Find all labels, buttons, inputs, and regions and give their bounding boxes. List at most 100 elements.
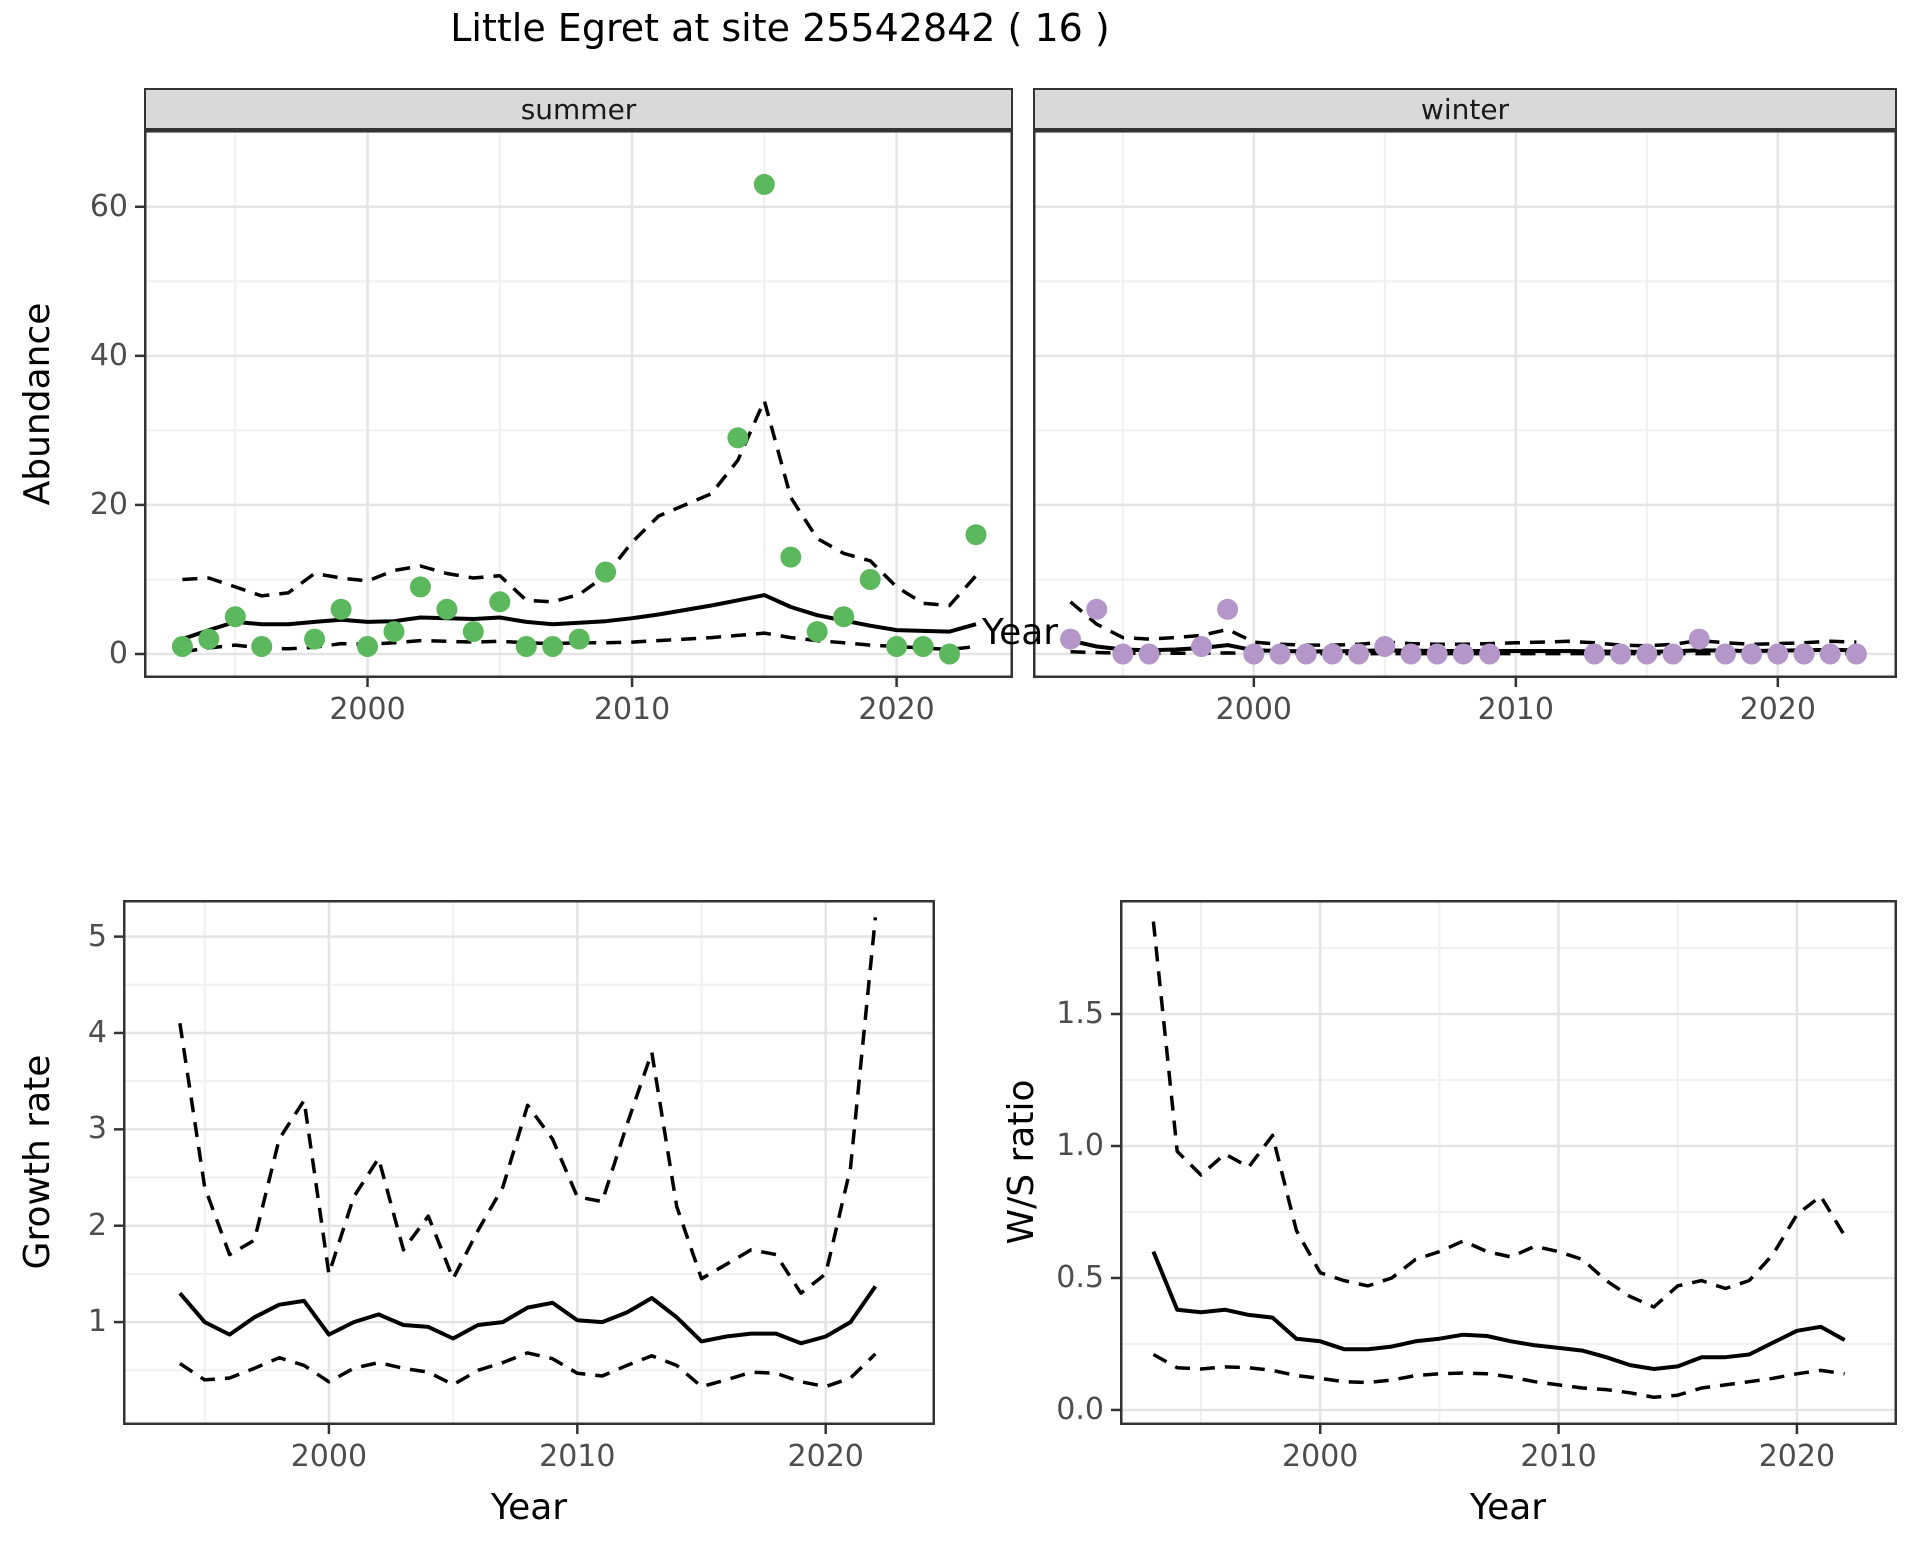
y-tick-label: 1.0 — [1056, 1128, 1104, 1163]
panel-background — [144, 130, 1013, 678]
x-tick-label: 2010 — [1520, 1439, 1597, 1474]
upper-ci-line — [178, 917, 878, 1295]
data-point — [886, 636, 908, 657]
growth-rate-panel — [114, 900, 935, 1434]
data-point — [1767, 643, 1789, 665]
facet-strip-summer-label: summer — [520, 92, 637, 126]
data-point — [330, 598, 352, 620]
data-point — [780, 546, 802, 568]
median-line — [1151, 1250, 1846, 1371]
data-point — [1819, 643, 1841, 665]
data-point — [1112, 643, 1134, 665]
data-point — [1243, 643, 1265, 665]
x-tick-label: 2020 — [1739, 692, 1816, 727]
lower-ci-line — [1152, 1352, 1845, 1400]
y-tick-label: 0 — [108, 635, 128, 671]
data-point — [462, 621, 484, 643]
y-tick-label: 40 — [89, 337, 128, 373]
y-tick-label: 60 — [89, 188, 128, 224]
x-tick-label: 2010 — [1477, 692, 1554, 727]
data-point — [1714, 643, 1736, 665]
data-point — [1217, 598, 1239, 620]
data-point — [1295, 643, 1317, 665]
y-tick-label: 20 — [89, 486, 128, 522]
data-point — [489, 591, 511, 613]
panel-background — [1033, 130, 1897, 678]
y-tick-label: 2 — [87, 1207, 107, 1243]
data-point — [1060, 628, 1081, 650]
data-point — [727, 427, 749, 449]
data-point — [1321, 643, 1343, 665]
abundance-summer-panel — [135, 130, 1013, 687]
data-point — [251, 636, 273, 657]
panel-background — [1120, 900, 1897, 1425]
upper-ci-line — [1151, 921, 1847, 1309]
data-point — [1426, 643, 1448, 665]
data-point — [1086, 598, 1108, 620]
data-point — [833, 606, 855, 628]
x-tick-label: 2000 — [1282, 1439, 1359, 1474]
data-point — [198, 628, 220, 650]
data-point — [1191, 636, 1212, 657]
data-point — [1374, 636, 1396, 657]
panel-background — [123, 900, 935, 1425]
data-point — [1845, 643, 1867, 665]
data-point — [859, 569, 881, 590]
data-point — [1348, 643, 1370, 665]
year-axis-title-growth: Year — [490, 1487, 568, 1528]
data-point — [542, 636, 564, 657]
data-point — [1636, 643, 1658, 665]
data-point — [1793, 643, 1815, 665]
x-tick-label: 2020 — [1758, 1439, 1836, 1474]
x-tick-label: 2020 — [787, 1439, 864, 1474]
data-point — [806, 621, 828, 643]
data-point — [753, 173, 775, 195]
facet-strip-winter: winter — [1033, 88, 1897, 130]
data-point — [1688, 628, 1710, 650]
lower-ci-line — [178, 1351, 877, 1389]
data-point — [595, 561, 617, 583]
data-point — [304, 628, 326, 650]
y-tick-label: 4 — [87, 1014, 107, 1050]
y-tick-label: 0.5 — [1056, 1259, 1104, 1295]
data-point — [1479, 643, 1501, 665]
data-point — [171, 636, 193, 657]
data-point — [1400, 643, 1422, 665]
x-tick-label: 2010 — [539, 1439, 616, 1474]
data-point — [568, 628, 590, 650]
y-tick-label: 1.5 — [1056, 996, 1104, 1032]
panel-border — [1033, 130, 1897, 678]
y-tick-label: 1 — [87, 1304, 107, 1340]
panel-border — [123, 900, 935, 1425]
x-tick-label: 2000 — [329, 692, 406, 727]
facet-strip-winter-label: winter — [1420, 92, 1510, 126]
data-point — [436, 598, 458, 620]
ws-ratio-panel — [1111, 900, 1897, 1434]
x-tick-label: 2010 — [593, 692, 671, 727]
data-point — [912, 636, 934, 657]
x-tick-label: 2000 — [290, 1439, 368, 1474]
y-tick-label: 5 — [87, 918, 107, 954]
x-tick-label: 2020 — [858, 692, 935, 727]
upper-ci-line — [182, 398, 978, 608]
data-point — [1741, 643, 1763, 665]
data-point — [357, 636, 378, 657]
facet-strip-summer: summer — [144, 88, 1013, 130]
abundance-axis-title: Abundance — [17, 302, 58, 506]
year-axis-title-top: Year — [981, 612, 1059, 653]
data-point — [383, 621, 405, 643]
year-axis-title-ws: Year — [1469, 1487, 1547, 1528]
data-point — [1452, 643, 1474, 665]
data-point — [224, 606, 246, 628]
data-point — [939, 643, 960, 665]
median-line — [178, 1285, 878, 1346]
data-point — [1269, 643, 1291, 665]
plot-title: Little Egret at site 25542842 ( 16 ) — [450, 6, 1110, 50]
data-point — [1610, 643, 1632, 665]
data-point — [409, 576, 431, 598]
abundance-winter-panel — [1033, 130, 1897, 687]
data-point — [1662, 643, 1684, 665]
panel-border — [144, 130, 1013, 678]
panel-border — [1120, 900, 1897, 1425]
